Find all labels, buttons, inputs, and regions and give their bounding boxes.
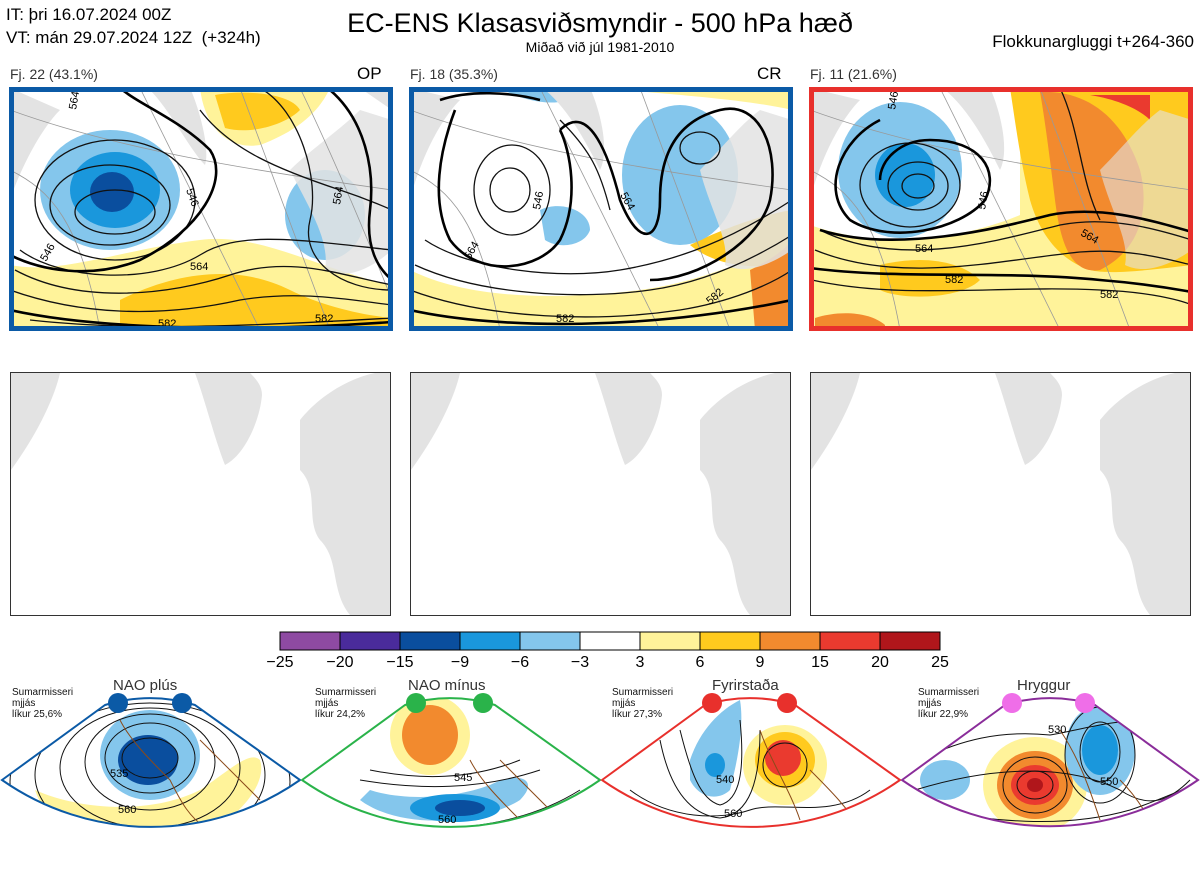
colorbar-tick-label: −20 bbox=[326, 654, 354, 671]
regime-ridge-season: Sumarmisseri bbox=[918, 687, 980, 698]
panel-3-label: Fj. 11 (21.6%) bbox=[810, 66, 897, 82]
regime-ridge-prob: líkur 22,9% bbox=[918, 709, 969, 720]
regime-nao-plus-dot bbox=[172, 693, 192, 713]
regime-contour-label: 575 bbox=[738, 833, 756, 845]
colorbar-tick-label: −15 bbox=[386, 654, 414, 671]
page-title: EC-ENS Klasasviðsmyndir - 500 hPa hæð bbox=[347, 8, 853, 38]
regime-ridge-dot bbox=[1075, 693, 1095, 713]
regime-nao-minus-dot bbox=[473, 693, 493, 713]
regime-nao-minus-dot bbox=[406, 693, 426, 713]
p3-contour-label: 564 bbox=[915, 243, 933, 255]
regime-nao-minus-mean: mjjás bbox=[315, 698, 339, 709]
regime-contour-label: 530 bbox=[1048, 724, 1066, 736]
regime-contour-label: 560 bbox=[118, 804, 136, 816]
colorbar-tick-label: −6 bbox=[510, 654, 530, 671]
colorbar-cell bbox=[879, 631, 941, 651]
regime-nao-minus-frame bbox=[300, 697, 602, 828]
regime-ridge-dot bbox=[1002, 693, 1022, 713]
regime-nao-plus-prob: líkur 25,6% bbox=[12, 709, 63, 720]
regime-blocking-dot bbox=[777, 693, 797, 713]
p1-contour-label: 564 bbox=[190, 261, 208, 273]
colorbar-tick-label: 15 bbox=[811, 654, 829, 671]
regime-blocking-dot bbox=[702, 693, 722, 713]
classification-window: Flokkunargluggi t+264-360 bbox=[992, 32, 1194, 51]
colorbar-tick-label: 6 bbox=[695, 654, 705, 671]
regime-nao-plus-title: NAO plús bbox=[113, 677, 178, 694]
panel-2-border bbox=[409, 87, 793, 331]
panel-2-tag: CR bbox=[757, 64, 782, 83]
regime-contour-label: 560 bbox=[724, 808, 742, 820]
map-panel-1: 546 564 582 582 564 546 564 bbox=[10, 88, 392, 330]
panel-1-border bbox=[9, 87, 393, 331]
map-panel-3: 546 564 564 582 582 546 bbox=[810, 88, 1192, 330]
regime-blocking-title: Fyrirstaða bbox=[712, 677, 779, 694]
colorbar-tick-label: 25 bbox=[931, 654, 949, 671]
map-panel-2: 546 564 564 582 582 bbox=[410, 88, 792, 330]
colorbar-tick-label: −9 bbox=[450, 654, 470, 671]
regime-blocking-prob: líkur 27,3% bbox=[612, 709, 663, 720]
regime-contour-label: 545 bbox=[454, 772, 472, 784]
p2-contour-label: 546 bbox=[531, 190, 546, 210]
regime-blocking-mean: mjjás bbox=[612, 698, 636, 709]
panel-3-border bbox=[809, 87, 1193, 331]
regime-ridge-frame bbox=[900, 697, 1200, 828]
regime-nao-plus-frame bbox=[0, 697, 302, 828]
p1-contour-label: 582 bbox=[315, 313, 333, 325]
regime-blocking-map: 540 560 575 bbox=[602, 698, 900, 845]
p3-contour-label: 546 bbox=[976, 190, 991, 210]
empty-map-1 bbox=[10, 372, 391, 616]
panel-1-label: Fj. 22 (43.1%) bbox=[10, 66, 98, 82]
regime-nao-plus-season: Sumarmisseri bbox=[12, 687, 74, 698]
regime-nao-plus-mean: mjjás bbox=[12, 698, 36, 709]
regime-ridge-title: Hryggur bbox=[1017, 677, 1071, 694]
regime-ridge-mean: mjjás bbox=[918, 698, 942, 709]
empty-map-3 bbox=[810, 372, 1191, 616]
regime-nao-plus-dot bbox=[108, 693, 128, 713]
issue-time: IT: þri 16.07.2024 00Z bbox=[6, 5, 172, 24]
regime-contour-label: 575 bbox=[1092, 837, 1110, 849]
p3-contour-label: 582 bbox=[1100, 289, 1118, 301]
valid-time: VT: mán 29.07.2024 12Z (+324h) bbox=[6, 28, 261, 47]
p1-contour-label: 546 bbox=[183, 187, 201, 208]
p3-contour-label: 546 bbox=[886, 90, 901, 110]
regime-contour-label: 575 bbox=[448, 849, 466, 861]
regime-nao-minus-prob: líkur 24,2% bbox=[315, 709, 366, 720]
regime-ridge-map: 530 550 575 bbox=[902, 698, 1198, 849]
p1-contour-label: 564 bbox=[331, 185, 346, 205]
regime-nao-minus-season: Sumarmisseri bbox=[315, 687, 377, 698]
regime-contour-label: 560 bbox=[438, 814, 456, 826]
colorbar-tick-label: 9 bbox=[755, 654, 765, 671]
p1-contour-label: 564 bbox=[67, 90, 82, 110]
colorbar-tick-label: −25 bbox=[266, 654, 294, 671]
regime-contour-label: 550 bbox=[1100, 776, 1118, 788]
empty-map-2 bbox=[410, 372, 791, 616]
regime-blocking-frame bbox=[600, 697, 902, 828]
colorbar-tick-label: 20 bbox=[871, 654, 889, 671]
regime-contour-label: 540 bbox=[716, 774, 734, 786]
page-subtitle: Miðað við júl 1981-2010 bbox=[525, 39, 675, 55]
regime-contour-label: 535 bbox=[110, 768, 128, 780]
regime-nao-minus-title: NAO mínus bbox=[408, 677, 486, 694]
p2-contour-label: 582 bbox=[556, 313, 574, 325]
p3-contour-label: 582 bbox=[945, 274, 963, 286]
colorbar-tick-label: 3 bbox=[635, 654, 645, 671]
colorbar-tick-label: −3 bbox=[570, 654, 590, 671]
panel-1-tag: OP bbox=[357, 64, 382, 83]
regime-blocking-season: Sumarmisseri bbox=[612, 687, 674, 698]
panel-2-label: Fj. 18 (35.3%) bbox=[410, 66, 498, 82]
